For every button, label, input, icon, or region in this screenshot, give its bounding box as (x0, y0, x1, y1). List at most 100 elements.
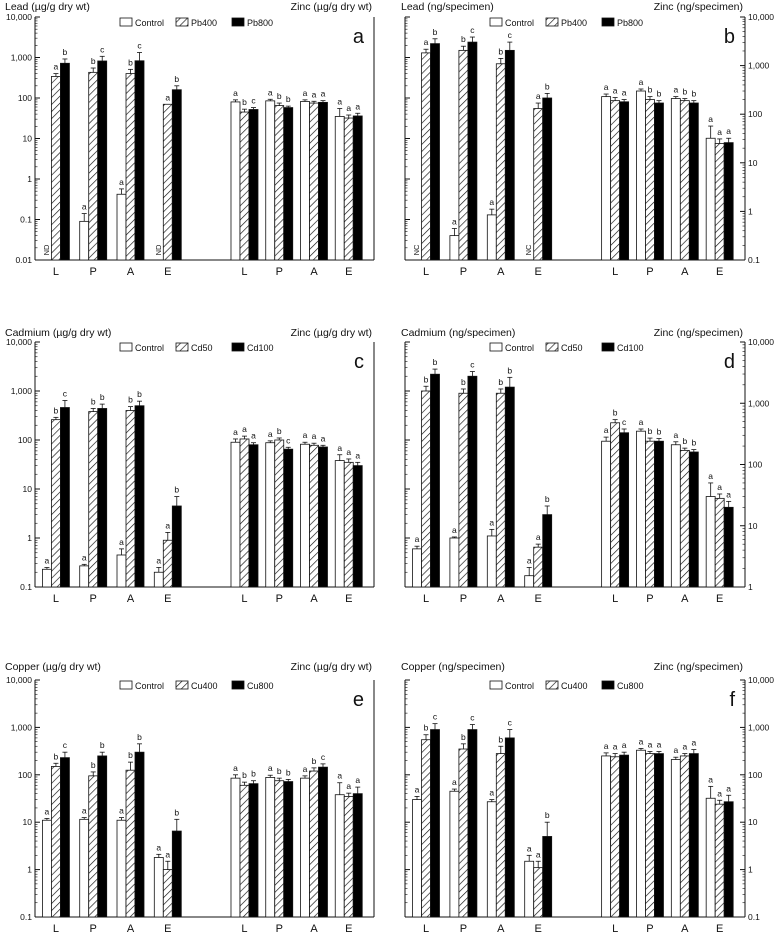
significance-letter: a (639, 736, 644, 746)
significance-letter: c (321, 752, 326, 762)
y-tick-label: 10,000 (6, 675, 32, 685)
bar (723, 142, 734, 261)
significance-letter: a (536, 849, 541, 859)
significance-letter: a (119, 806, 124, 816)
significance-letter: c (63, 388, 68, 398)
x-tick-label: L (612, 593, 618, 605)
significance-letter: b (461, 34, 466, 44)
y-tick-label: 10 (23, 817, 33, 827)
bar (610, 756, 621, 918)
significance-letter: a (45, 806, 50, 816)
bar (636, 90, 646, 261)
bar (524, 860, 535, 918)
panel-letter: d (724, 351, 735, 373)
significance-letter: a (613, 742, 618, 752)
bar (265, 777, 276, 918)
x-tick-label: E (345, 593, 352, 605)
nd-label: NC (524, 244, 533, 255)
significance-letter: c (508, 30, 513, 40)
significance-letter: a (708, 114, 713, 124)
right-y-tick-label: 0.1 (748, 912, 760, 922)
bar (283, 448, 294, 588)
x-tick-label: L (423, 923, 429, 934)
bar (88, 411, 99, 588)
x-tick-label: P (276, 266, 283, 278)
bar (116, 554, 127, 588)
bar (309, 770, 319, 918)
bar (230, 101, 241, 261)
bar (239, 438, 250, 588)
significance-letter: a (54, 62, 59, 72)
panel-b: 0.1 1 10 100 1,000 10,000 Lead (ng/specimen) Zi… (401, 1, 774, 278)
significance-letter: a (119, 537, 124, 547)
bar (619, 754, 630, 918)
bar (688, 451, 699, 588)
significance-letter: a (673, 745, 678, 755)
significance-letter: a (242, 424, 247, 434)
bar (60, 757, 70, 918)
significance-letter: a (165, 92, 170, 102)
bar (449, 235, 460, 261)
legend-label: Cu400 (561, 681, 588, 691)
significance-letter: b (498, 734, 503, 744)
bar (670, 98, 681, 261)
bar (412, 799, 422, 918)
bar (688, 753, 699, 918)
bar (495, 753, 506, 918)
right-y-tick-label: 10,000 (748, 675, 774, 685)
bar (636, 749, 646, 918)
right-y-tick-label: 100 (748, 460, 762, 470)
bar (504, 49, 515, 261)
significance-letter: b (54, 751, 59, 761)
right-y-tick-label: 1,000 (748, 61, 770, 71)
bar (542, 97, 553, 261)
x-tick-label: E (164, 593, 171, 605)
legend-label: Cd50 (561, 343, 583, 353)
y-tick-label: 1,000 (11, 53, 33, 63)
significance-letter: a (527, 556, 532, 566)
x-tick-label: L (612, 266, 618, 278)
legend-label: Cu800 (617, 681, 644, 691)
significance-letter: a (536, 532, 541, 542)
legend-label: Cd100 (617, 343, 644, 353)
y-tick-label: 1 (27, 174, 32, 184)
bar (116, 819, 127, 918)
bar (723, 506, 734, 588)
bar (430, 43, 440, 261)
nd-label: ND (42, 244, 51, 255)
significance-letter: a (82, 552, 87, 562)
significance-letter: a (648, 740, 653, 750)
bar (309, 444, 319, 588)
significance-letter: c (433, 712, 438, 722)
bar (134, 405, 145, 588)
significance-letter: a (156, 842, 161, 852)
right-y-tick-label: 0.1 (748, 255, 760, 265)
significance-letter: b (286, 767, 291, 777)
bar (153, 571, 164, 588)
legend-swatch (175, 680, 189, 690)
legend-label: Control (135, 343, 164, 353)
bar (42, 568, 52, 588)
x-tick-label: P (646, 593, 653, 605)
significance-letter: a (452, 777, 457, 787)
y-tick-label: 100 (18, 770, 32, 780)
x-tick-label: L (53, 593, 59, 605)
significance-letter: a (119, 177, 124, 187)
bar (274, 780, 285, 918)
significance-letter: a (673, 85, 678, 95)
significance-letter: a (312, 89, 317, 99)
y-tick-label: 0.01 (15, 255, 32, 265)
significance-letter: a (337, 97, 342, 107)
panel-letter: e (353, 689, 364, 711)
x-tick-label: E (164, 923, 171, 934)
significance-letter: a (268, 763, 273, 773)
bar (79, 220, 90, 261)
significance-letter: b (91, 760, 96, 770)
right-y-tick-label: 1 (748, 582, 753, 592)
bar (125, 769, 136, 918)
bar (601, 755, 612, 918)
significance-letter: a (639, 417, 644, 427)
legend-swatch (545, 342, 559, 352)
bar (636, 430, 646, 588)
